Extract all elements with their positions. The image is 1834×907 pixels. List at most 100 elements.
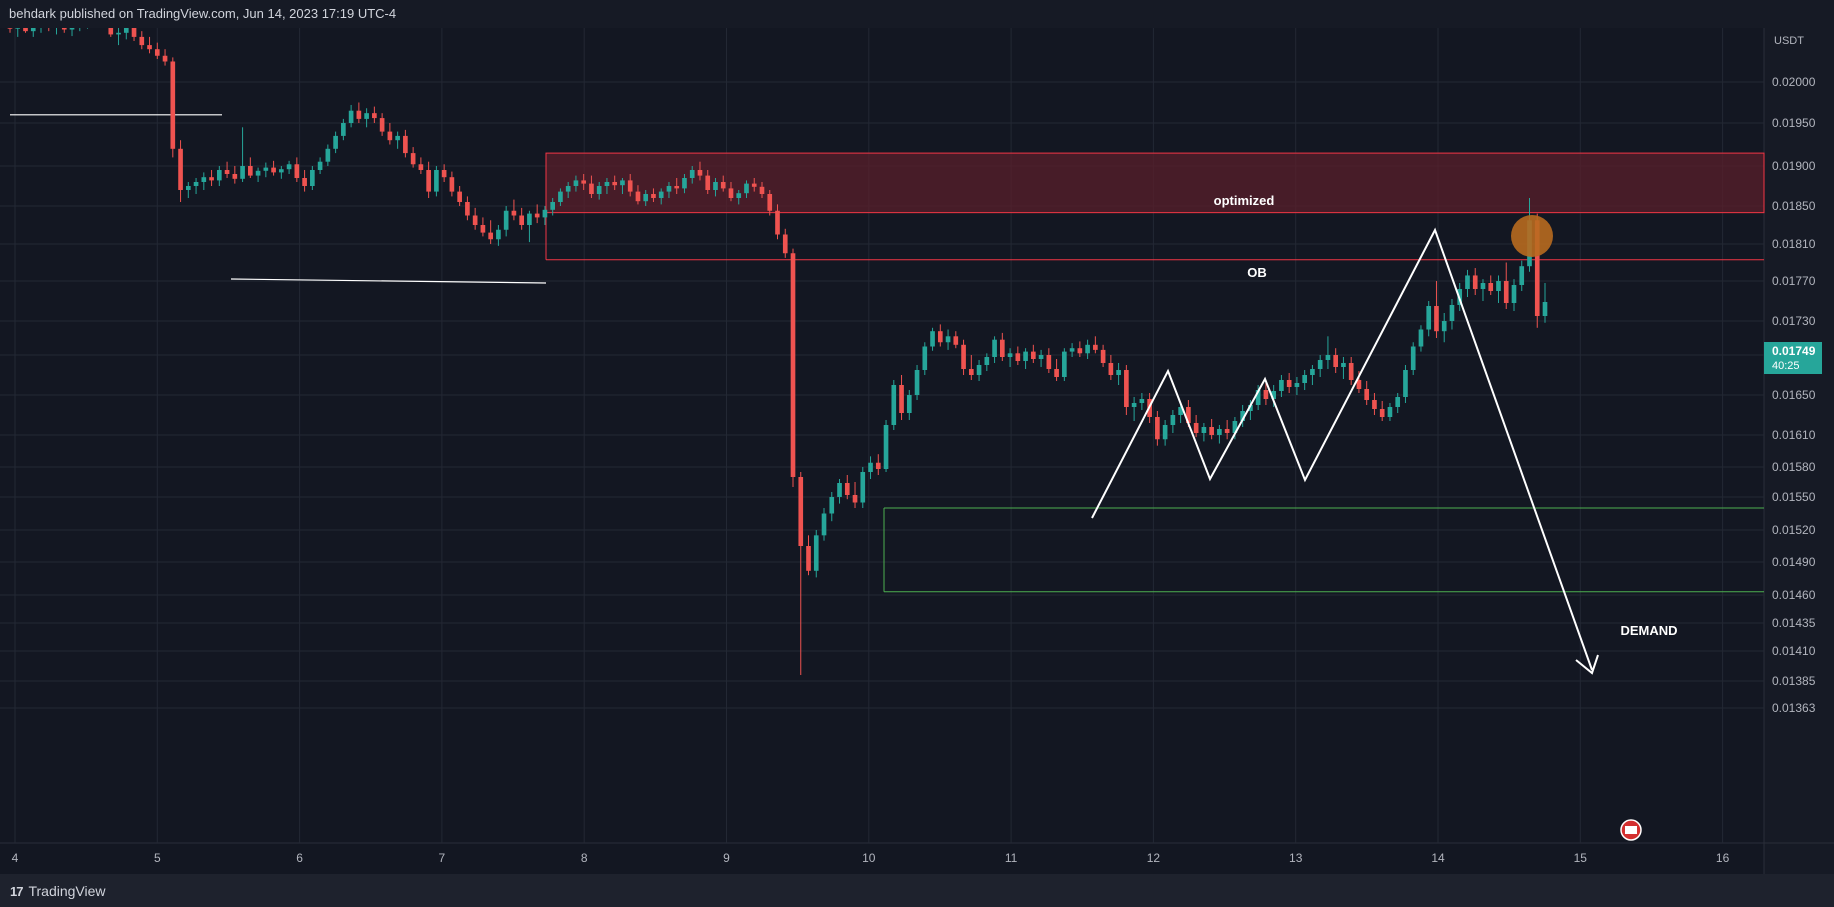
price-tick-label: 0.01770: [1772, 274, 1816, 288]
candle-body: [697, 170, 703, 176]
candle-body: [472, 215, 478, 225]
candle-body: [689, 170, 695, 178]
candle-body: [821, 513, 827, 536]
candle-body: [1124, 370, 1129, 407]
candles: [7, 12, 1548, 675]
candle-body: [302, 178, 307, 186]
price-tick-label: 0.01520: [1772, 523, 1816, 537]
candle-body: [488, 232, 493, 240]
price-tick-label: 0.01363: [1772, 701, 1816, 715]
candle-body: [503, 210, 509, 230]
last-price-value: 0.01749: [1772, 344, 1816, 358]
chart-area[interactable]: optimized OB DEMAND 0.02000 0.01950 0.01900 0…: [0, 12, 1834, 874]
candle-body: [1364, 389, 1370, 400]
candle-body: [193, 182, 199, 186]
candle-body: [883, 425, 889, 469]
candle-body: [728, 188, 734, 198]
candle-body: [775, 210, 780, 235]
publisher-text: behdark published on TradingView.com, Ju…: [9, 6, 397, 21]
candle-body: [1015, 353, 1021, 361]
candle-body: [875, 462, 881, 469]
price-tick-label: 0.01950: [1772, 116, 1816, 130]
candle-body: [209, 177, 214, 181]
time-tick-label: 9: [723, 851, 730, 865]
last-price-tag: [1764, 342, 1822, 374]
candle-body: [434, 170, 439, 192]
candle-body: [798, 477, 804, 546]
axes: 0.02000 0.01950 0.01900 0.01850 0.01810 0.017…: [12, 35, 1822, 865]
candle-body: [348, 110, 354, 123]
candle-body: [325, 148, 331, 162]
candle-body: [1426, 306, 1432, 330]
candle-body: [1496, 281, 1501, 291]
candle-body: [364, 113, 369, 119]
candle-body: [1356, 380, 1362, 389]
candle-body: [1472, 275, 1478, 289]
candle-body: [1069, 348, 1075, 352]
candle-body: [906, 395, 912, 413]
candle-body: [1503, 281, 1509, 303]
candle-body: [170, 61, 176, 149]
candle-body: [620, 180, 625, 186]
time-tick-label: 4: [12, 851, 19, 865]
candle-body: [806, 546, 811, 571]
time-tick-label: 15: [1574, 851, 1588, 865]
candle-body: [713, 182, 718, 190]
candle-body: [705, 175, 711, 190]
candle-body: [852, 495, 858, 503]
candle-body: [1465, 275, 1470, 289]
candle-body: [651, 194, 656, 198]
candle-body: [829, 497, 835, 514]
candle-body: [7, 24, 13, 29]
candle-body: [759, 186, 765, 194]
candle-body: [860, 472, 866, 503]
candle-body: [356, 110, 362, 119]
candle-body: [279, 169, 284, 173]
price-tick-label: 0.01580: [1772, 460, 1816, 474]
candle-body: [1310, 369, 1315, 375]
candle-body: [1201, 427, 1207, 433]
candle-body: [550, 202, 556, 210]
candle-body: [271, 167, 276, 173]
time-tick-label: 14: [1431, 851, 1445, 865]
candle-body: [216, 170, 222, 181]
candle-body: [286, 164, 292, 170]
candle-body: [1294, 383, 1300, 387]
candle-body: [1085, 344, 1090, 354]
candle-body: [837, 483, 842, 497]
candle-body: [635, 191, 641, 202]
candle-body: [1193, 423, 1199, 433]
price-tick-label: 0.01900: [1772, 159, 1816, 173]
candle-body: [317, 161, 323, 170]
candle-body: [123, 27, 129, 33]
candle-body: [185, 186, 191, 190]
candle-body: [1449, 305, 1455, 321]
candle-body: [116, 32, 121, 35]
candle-body: [341, 123, 346, 136]
candle-body: [1186, 407, 1191, 423]
candle-body: [1302, 375, 1307, 383]
candle-body: [224, 170, 230, 174]
candle-body: [1038, 355, 1044, 359]
candle-body: [1116, 370, 1121, 375]
candle-body: [891, 385, 897, 425]
candle-body: [1093, 344, 1098, 350]
time-tick-label: 5: [154, 851, 161, 865]
candle-body: [379, 118, 385, 132]
candle-body: [813, 535, 819, 571]
price-tick-label: 0.01490: [1772, 555, 1816, 569]
candle-body: [992, 339, 997, 357]
candle-body: [914, 370, 920, 395]
candle-body: [15, 24, 21, 29]
time-tick-label: 6: [296, 851, 303, 865]
candle-body: [945, 336, 951, 343]
tradingview-brand[interactable]: 17 TradingView: [10, 883, 106, 899]
candle-body: [527, 213, 532, 225]
time-tick-label: 16: [1716, 851, 1730, 865]
time-tick-label: 10: [862, 851, 876, 865]
candle-body: [139, 36, 145, 46]
candle-body: [1108, 363, 1114, 375]
price-axis-background: [1764, 28, 1834, 874]
candle-body: [147, 45, 152, 50]
